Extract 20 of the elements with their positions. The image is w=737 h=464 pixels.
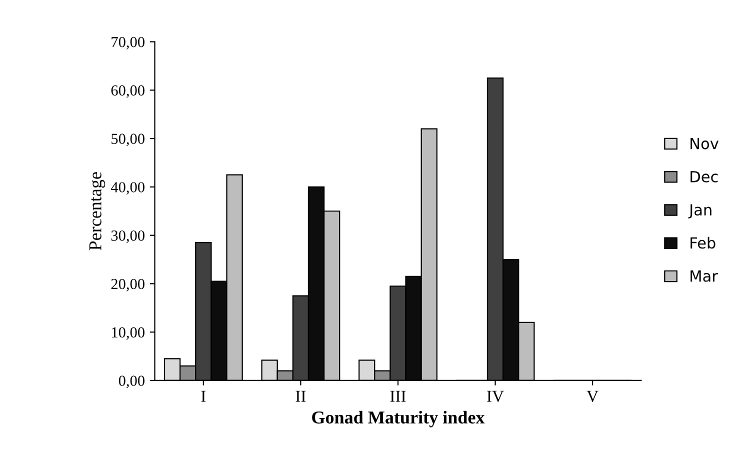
x-tick-label: I [201,390,206,402]
x-tick-label: III [390,390,406,402]
legend-label: Feb [690,236,716,249]
legend-label: Nov [690,138,718,150]
legend-label: Mar [690,270,718,282]
y-tick-label: 40,00 [110,182,144,195]
y-axis-title: Percentage [89,172,106,250]
x-tick-label: II [296,390,306,402]
y-tick-label: 20,00 [111,278,144,292]
legend-label: Jan [688,204,712,218]
y-tick-label: 30,00 [111,230,144,243]
y-tick-label: 50,00 [112,134,144,146]
x-tick-label: V [586,390,598,402]
y-tick-label: 60,00 [111,85,144,98]
legend-label: Dec [690,171,718,182]
y-tick-label: 10,00 [112,327,144,340]
y-tick-label: 0,00 [118,376,144,388]
x-axis-title: Gonad Maturity index [312,410,485,428]
x-tick-label: IV [487,390,504,402]
y-tick-label: 70,00 [112,36,144,50]
